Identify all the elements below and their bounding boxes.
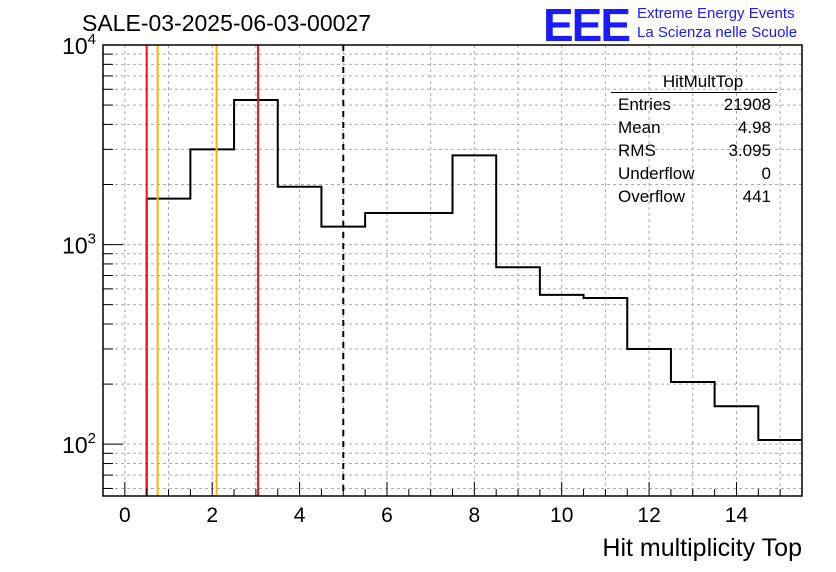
- y-tick-label: 102: [62, 430, 96, 458]
- logo-caption-line1: Extreme Energy Events: [637, 5, 795, 22]
- stats-row-overflow: Overflow 441: [611, 185, 777, 208]
- stats-value: 21908: [723, 95, 771, 114]
- stats-row-rms: RMS 3.095: [611, 139, 777, 162]
- stats-label: RMS: [618, 141, 656, 160]
- stats-label: Mean: [618, 118, 661, 137]
- stats-value: 0: [761, 164, 771, 183]
- tick-labels: 0 2 4 6 8 10 12 14 102 103 104: [62, 31, 748, 527]
- y-tick-label: 104: [62, 31, 96, 59]
- stats-row-entries: Entries 21908: [611, 93, 777, 116]
- stats-value: 3.095: [728, 141, 771, 160]
- stats-value: 441: [742, 187, 771, 206]
- stats-row-underflow: Underflow 0: [611, 162, 777, 185]
- x-tick-label: 12: [637, 504, 660, 527]
- cut-lines: [145, 45, 345, 496]
- histogram-bin: [453, 155, 497, 496]
- axis-ticks: [102, 44, 803, 496]
- stats-box: HitMultTop Entries 21908 Mean 4.98 RMS 3…: [611, 72, 777, 208]
- stats-value: 4.98: [737, 118, 771, 137]
- x-axis-label: Hit multiplicity Top: [602, 534, 802, 562]
- stats-label: Underflow: [618, 164, 695, 183]
- stats-title: HitMultTop: [611, 72, 777, 93]
- logo-caption: Extreme Energy Events La Scienza nelle S…: [637, 4, 797, 42]
- logo-caption-line2: La Scienza nelle Scuole: [637, 24, 798, 41]
- x-tick-label: 6: [381, 504, 393, 527]
- stats-label: Entries: [618, 95, 671, 114]
- x-tick-label: 0: [119, 504, 131, 527]
- x-tick-label: 4: [294, 504, 306, 527]
- histogram-outline: [145, 99, 802, 496]
- stats-row-mean: Mean 4.98: [611, 116, 777, 139]
- chart-title: SALE-03-2025-06-03-00027: [82, 10, 371, 36]
- stats-label: Overflow: [618, 187, 686, 206]
- y-tick-label: 103: [62, 231, 96, 259]
- x-tick-label: 2: [206, 504, 218, 527]
- eee-logo: EEE: [543, 0, 631, 51]
- histogram: [145, 99, 802, 496]
- x-tick-label: 14: [725, 504, 749, 527]
- x-tick-label: 8: [469, 504, 481, 527]
- x-tick-label: 10: [550, 504, 573, 527]
